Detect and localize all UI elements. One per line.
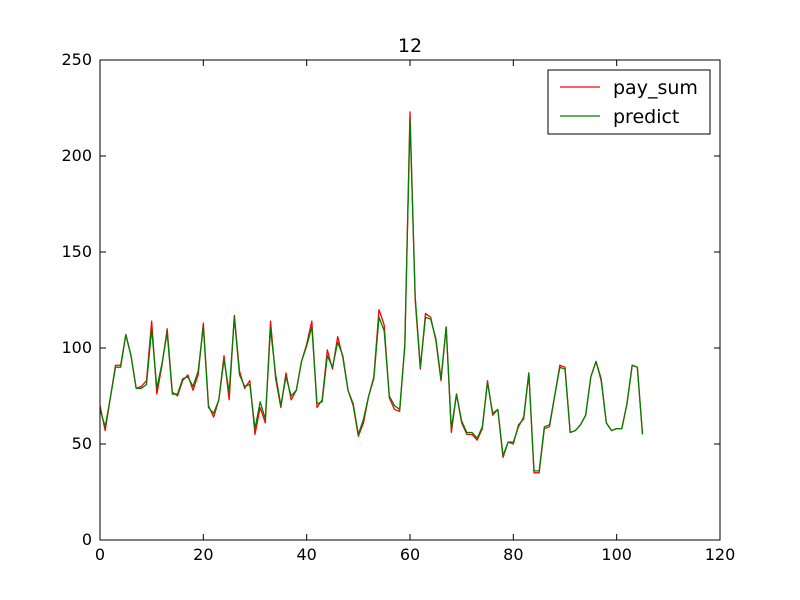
legend-label-predict: predict	[613, 106, 679, 128]
y-tick-label: 100	[61, 338, 92, 357]
x-tick-label: 40	[296, 545, 316, 564]
x-tick-label: 0	[95, 545, 105, 564]
y-tick-label: 50	[72, 434, 92, 453]
y-tick-label: 250	[61, 50, 92, 69]
y-tick-label: 150	[61, 242, 92, 261]
legend-box	[547, 69, 711, 135]
x-tick-label: 60	[400, 545, 420, 564]
x-tick-label: 80	[503, 545, 523, 564]
y-tick-label: 200	[61, 146, 92, 165]
legend-label-pay-sum: pay_sum	[613, 77, 698, 99]
axes-layer: 0 20 40 60 80 100 120 0 50 100 150 200 250	[61, 50, 735, 564]
y-tick-label: 0	[82, 530, 92, 549]
x-tick-label: 100	[601, 545, 632, 564]
chart-title: 12	[398, 35, 422, 57]
series-layer	[99, 111, 644, 474]
series-line-predict	[99, 118, 644, 472]
x-tick-label: 120	[705, 545, 736, 564]
x-tick-label: 20	[193, 545, 213, 564]
